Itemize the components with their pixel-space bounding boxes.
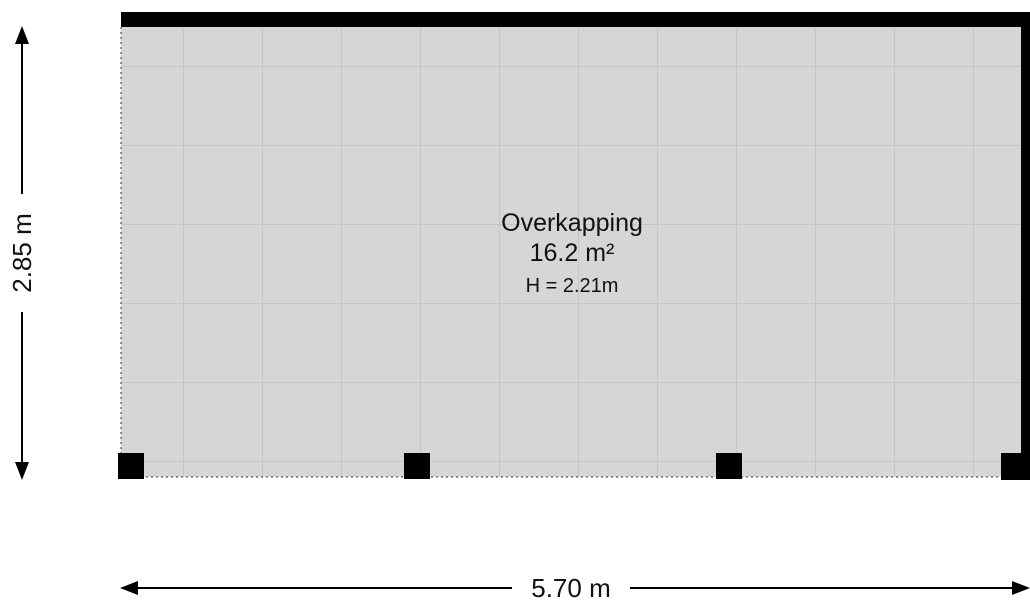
width-dimension-label: 5.70 m (531, 573, 611, 603)
room-name: Overkapping (501, 209, 643, 237)
column (716, 453, 742, 479)
height-dimension: 2.85 m (7, 26, 37, 480)
room-floor (121, 26, 1022, 477)
top-wall (121, 12, 1030, 27)
room-area: 16.2 m² (530, 239, 615, 267)
column (1001, 453, 1030, 480)
arrow-down-icon (15, 462, 29, 480)
height-dimension-label: 2.85 m (7, 213, 37, 293)
arrow-up-icon (15, 26, 29, 44)
room-height: H = 2.21m (526, 275, 619, 297)
width-dimension: 5.70 m (120, 573, 1030, 603)
arrow-right-icon (1012, 581, 1030, 595)
arrow-left-icon (120, 581, 138, 595)
right-wall (1021, 12, 1030, 480)
column (118, 453, 144, 479)
column (404, 453, 430, 479)
